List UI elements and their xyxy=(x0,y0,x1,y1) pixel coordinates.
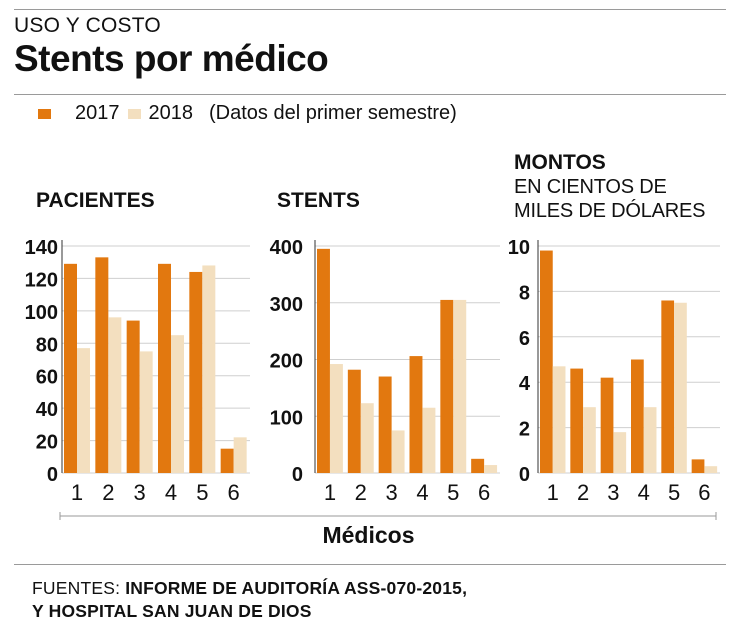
stents-bar-2017-3 xyxy=(378,376,392,473)
pacientes-bar-2017-3 xyxy=(126,320,140,473)
pacientes-xtick-2: 2 xyxy=(102,480,114,505)
panel-title-stents: STENTS xyxy=(277,189,360,212)
legend-label-2017: 2017 xyxy=(75,102,120,124)
pacientes-bar-2017-2 xyxy=(95,257,109,473)
pacientes-ytick-120: 120 xyxy=(25,269,58,291)
stents-xtick-6: 6 xyxy=(478,480,490,505)
pacientes-bar-2017-5 xyxy=(189,271,203,473)
montos-xtick-5: 5 xyxy=(668,480,680,505)
montos-xtick-6: 6 xyxy=(698,480,710,505)
montos-xtick-3: 3 xyxy=(607,480,619,505)
stents-bar-2017-4 xyxy=(409,356,423,473)
kicker: USO Y COSTO xyxy=(14,14,161,37)
sources-line-2: Y HOSPITAL SAN JUAN DE DIOS xyxy=(32,601,312,621)
pacientes-bar-2018-2 xyxy=(108,317,122,473)
montos-ytick-0: 0 xyxy=(519,464,530,486)
stents-ytick-300: 300 xyxy=(270,294,303,316)
stents-bar-2018-5 xyxy=(453,299,467,473)
pacientes-ytick-20: 20 xyxy=(36,432,58,454)
stents-xtick-3: 3 xyxy=(385,480,397,505)
montos-bar-2017-2 xyxy=(570,368,584,473)
montos-ytick-2: 2 xyxy=(519,419,530,441)
page-title: Stents por médico xyxy=(14,38,329,79)
montos-ytick-8: 8 xyxy=(519,282,530,304)
pacientes-ytick-80: 80 xyxy=(36,334,58,356)
stents-ytick-400: 400 xyxy=(270,237,303,259)
pacientes-bar-2017-4 xyxy=(158,263,171,473)
sources-line-1: INFORME DE AUDITORÍA ASS-070-2015, xyxy=(125,578,468,598)
top-rule xyxy=(14,9,726,10)
legend-swatch-2017 xyxy=(38,108,51,119)
stents-bar-2018-4 xyxy=(422,407,436,473)
stents-bar-2017-6 xyxy=(471,458,485,473)
montos-bar-2017-5 xyxy=(661,300,675,473)
pacientes-bar-2018-4 xyxy=(171,335,184,473)
montos-bar-2018-6 xyxy=(704,466,718,473)
pacientes-bar-2018-5 xyxy=(202,265,216,473)
pacientes-bar-2018-6 xyxy=(233,437,247,473)
sources-label: FUENTES: xyxy=(32,578,126,598)
pacientes-ytick-100: 100 xyxy=(25,302,58,324)
montos-bar-2017-3 xyxy=(600,377,614,473)
pacientes-ytick-60: 60 xyxy=(36,367,58,389)
stents-bar-2018-1 xyxy=(329,364,343,473)
pacientes-bar-2017-6 xyxy=(220,448,234,473)
pacientes-bar-2017-1 xyxy=(64,263,77,473)
montos-bar-2017-6 xyxy=(691,459,705,473)
title-rule xyxy=(14,94,726,95)
stents-bar-2018-2 xyxy=(360,403,374,473)
stents-xtick-4: 4 xyxy=(416,480,428,505)
montos-xtick-2: 2 xyxy=(577,480,589,505)
panel-title-pacientes: PACIENTES xyxy=(36,189,155,212)
montos-ytick-10: 10 xyxy=(508,237,530,259)
stents-xtick-1: 1 xyxy=(324,480,336,505)
stents-ytick-0: 0 xyxy=(292,464,303,486)
stents-bar-2017-2 xyxy=(347,369,361,473)
pacientes-ytick-40: 40 xyxy=(36,399,58,421)
stents-bar-2018-6 xyxy=(484,465,498,473)
stents-ytick-100: 100 xyxy=(270,407,303,429)
pacientes-xtick-3: 3 xyxy=(134,480,146,505)
legend-swatch-2018 xyxy=(127,108,141,119)
montos-xtick-1: 1 xyxy=(547,480,559,505)
montos-bar-2018-5 xyxy=(674,302,687,473)
montos-bar-2017-4 xyxy=(631,359,644,473)
pacientes-bar-2018-1 xyxy=(77,348,90,473)
legend-note: (Datos del primer semestre) xyxy=(209,102,457,124)
pacientes-ytick-140: 140 xyxy=(25,237,58,259)
sources: FUENTES: INFORME DE AUDITORÍA ASS-070-20… xyxy=(32,577,467,623)
montos-xtick-4: 4 xyxy=(638,480,650,505)
panel-title-montos-block: MONTOS EN CIENTOS DE MILES DE DÓLARES xyxy=(514,151,706,223)
panel-subtitle-2: MILES DE DÓLARES xyxy=(514,200,706,222)
montos-bar-2018-3 xyxy=(613,432,627,473)
montos-ytick-6: 6 xyxy=(519,328,530,350)
pacientes-xtick-4: 4 xyxy=(165,480,177,505)
montos-ytick-4: 4 xyxy=(519,373,531,395)
panel-title-montos: MONTOS xyxy=(514,151,606,174)
stents-bar-2018-3 xyxy=(391,430,405,473)
x-axis-title: Médicos xyxy=(322,522,415,548)
stents-bar-2017-1 xyxy=(317,248,330,473)
pacientes-ytick-0: 0 xyxy=(47,464,58,486)
legend-label-2018: 2018 xyxy=(148,102,194,124)
stents-ytick-200: 200 xyxy=(270,351,303,373)
legend: 2017 2018 (Datos del primer semestre) xyxy=(38,102,457,125)
pacientes-xtick-6: 6 xyxy=(228,480,240,505)
montos-bar-2018-2 xyxy=(583,407,596,473)
montos-bar-2018-1 xyxy=(552,366,566,473)
panel-subtitle-1: EN CIENTOS DE xyxy=(514,176,667,198)
pacientes-bar-2018-3 xyxy=(139,351,153,473)
montos-bar-2018-4 xyxy=(643,407,657,473)
pacientes-xtick-5: 5 xyxy=(196,480,208,505)
stents-xtick-2: 2 xyxy=(355,480,367,505)
stents-xtick-5: 5 xyxy=(447,480,459,505)
pacientes-xtick-1: 1 xyxy=(71,480,83,505)
sources-rule xyxy=(14,564,726,565)
montos-bar-2017-1 xyxy=(540,250,553,473)
stents-bar-2017-5 xyxy=(440,299,454,473)
